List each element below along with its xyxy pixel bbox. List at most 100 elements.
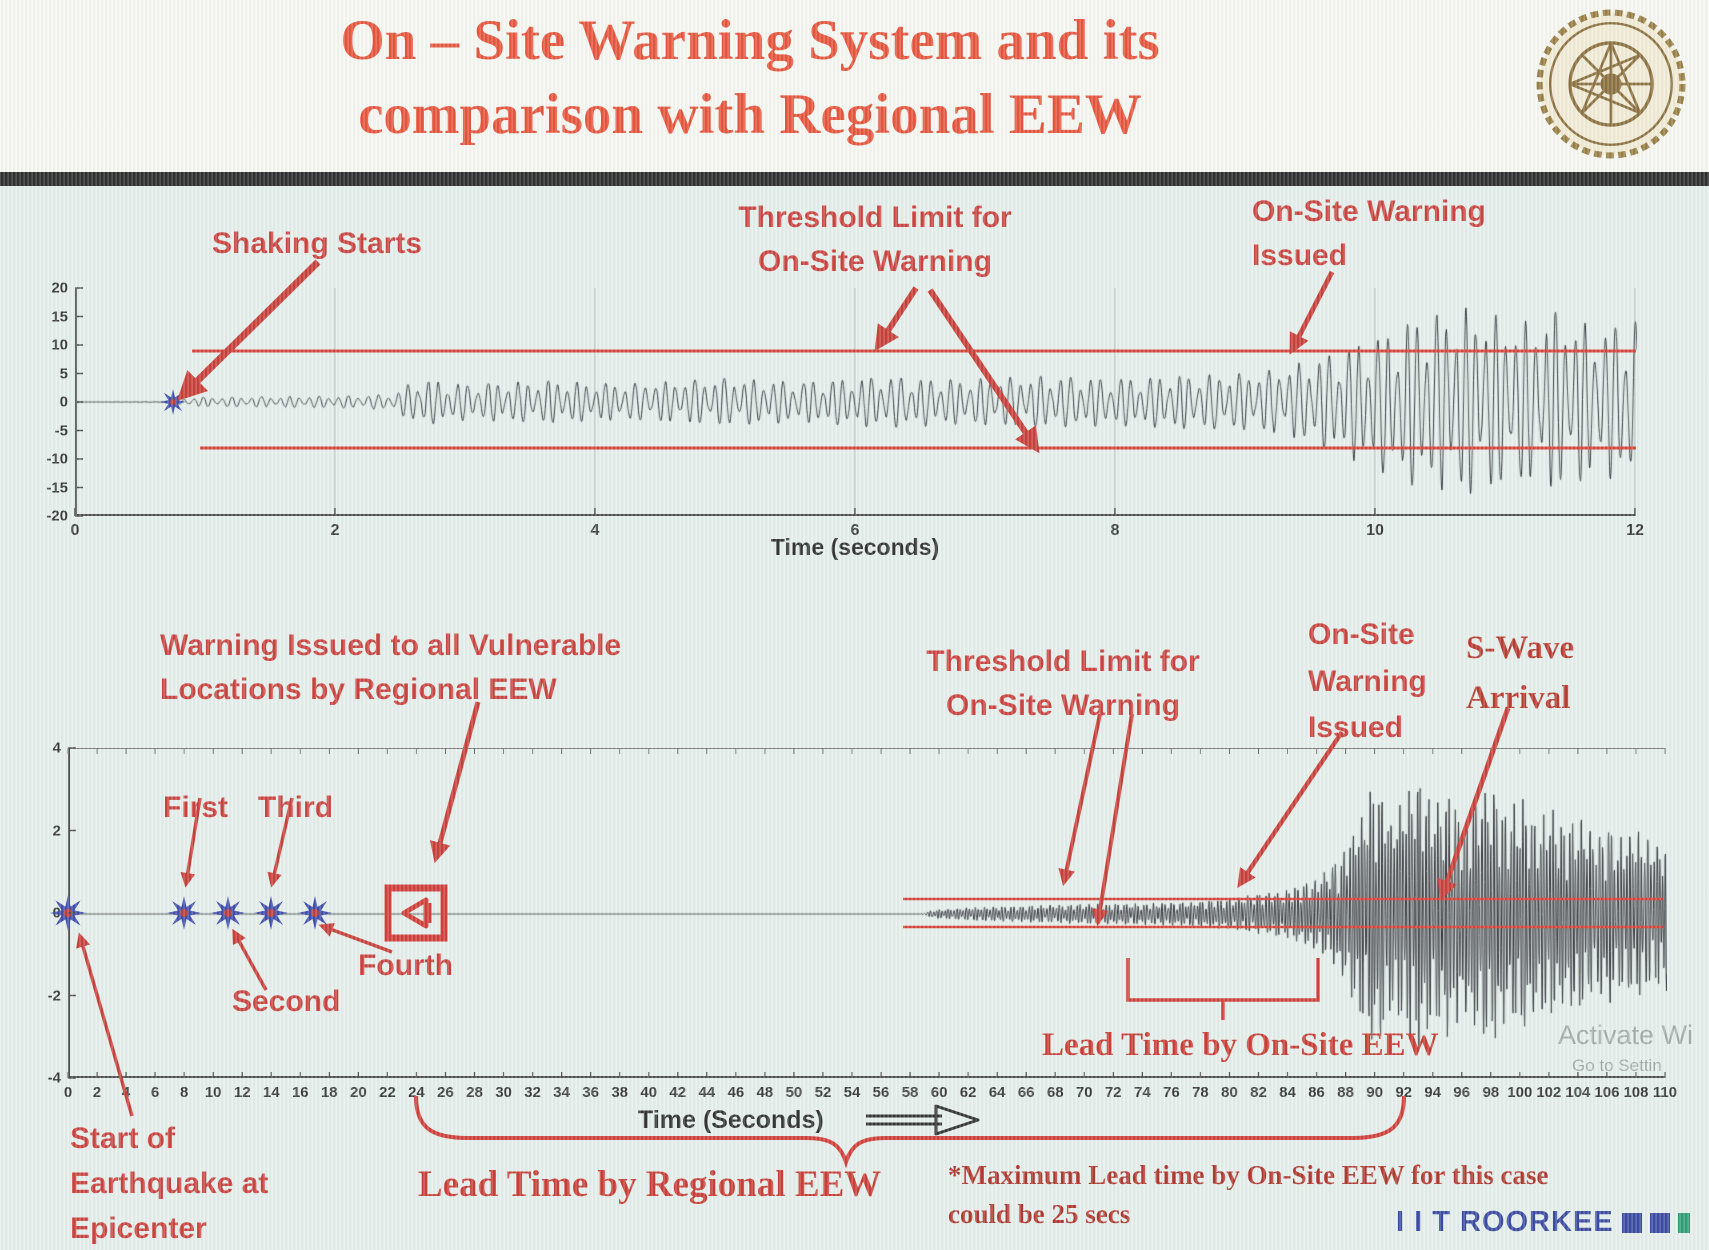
x-tick-label: 44 (698, 1084, 716, 1101)
x-tick-label: 32 (524, 1084, 541, 1101)
x-tick-label: 6 (850, 522, 860, 539)
x-tick-label: 100 (1507, 1084, 1533, 1101)
slide-title: On – Site Warning System and its compari… (110, 4, 1390, 152)
brand-square-green-icon (1677, 1212, 1690, 1233)
x-tick-label: 24 (408, 1084, 425, 1101)
top-warning-issued-line1: On-Site Warning (1252, 195, 1486, 228)
x-tick-label: 70 (1075, 1084, 1093, 1101)
x-tick-label: 56 (872, 1084, 890, 1101)
x-tick-label: 82 (1250, 1084, 1267, 1101)
x-tick-label: 102 (1536, 1084, 1562, 1101)
epicenter-start-line3: Epicenter (70, 1212, 207, 1245)
x-tick-label: 2 (92, 1084, 102, 1101)
x-tick-label: 36 (582, 1084, 599, 1101)
top-threshold-label: Threshold Limit for On-Site Warning (720, 196, 1030, 283)
lead-time-regional-brace (414, 1095, 1406, 1169)
lead-time-onsite-label: Lead Time by On-Site EEW (1042, 1027, 1439, 1063)
x-tick-label: 60 (930, 1084, 948, 1101)
iit-roorkee-wordmark: I I T ROORKEE (1396, 1206, 1690, 1239)
second-trigger-label: Second (232, 985, 341, 1018)
x-tick-label: 38 (611, 1084, 629, 1101)
x-tick-label: 12 (233, 1084, 251, 1101)
brand-text: I I T ROORKEE (1396, 1206, 1614, 1238)
x-tick-label: 8 (179, 1084, 189, 1101)
bottom-seismogram-canvas (70, 749, 1667, 1079)
bottom-threshold-label-line2: On-Site Warning (946, 688, 1180, 722)
x-tick-label: 106 (1594, 1084, 1620, 1101)
first-trigger-label: First (163, 791, 229, 824)
epicenter-start-label: Start of Earthquake at Epicenter (70, 1116, 268, 1250)
regional-eew-warning-icon (384, 884, 448, 942)
x-tick-label: 64 (988, 1084, 1006, 1101)
shaking-starts-label: Shaking Starts (212, 227, 423, 260)
time-axis-arrow-icon (866, 1104, 980, 1136)
x-tick-label: 62 (959, 1084, 977, 1101)
y-tick-label: 5 (59, 365, 68, 382)
x-tick-label: 110 (1652, 1084, 1678, 1101)
x-tick-label: 68 (1046, 1084, 1064, 1101)
third-trigger-label: Third (258, 791, 333, 824)
y-tick-label: -15 (46, 479, 68, 496)
y-tick-label: 0 (52, 904, 61, 922)
top-chart-plot (75, 288, 1637, 516)
x-tick-label: 48 (756, 1084, 774, 1101)
x-tick-label: 42 (669, 1084, 687, 1101)
top-warning-issued-line2: Issued (1252, 238, 1348, 272)
y-tick-label: 20 (51, 279, 68, 297)
x-tick-label: 8 (1110, 522, 1120, 539)
x-tick-label: 46 (727, 1084, 745, 1101)
lead-time-regional-label: Lead Time by Regional EEW (418, 1164, 882, 1205)
regional-warning-label: Warning Issued to all Vulnerable Locatio… (160, 624, 621, 711)
logo-wheel-spokes (1569, 42, 1653, 126)
x-tick-label: 10 (1366, 522, 1384, 539)
iit-roorkee-logo (1536, 9, 1686, 159)
top-chart-x-label: Time (seconds) (770, 534, 940, 560)
x-tick-label: 4 (590, 522, 600, 539)
top-threshold-label-line2: On-Site Warning (758, 244, 992, 278)
s-wave-label-line2: Arrival (1466, 679, 1571, 716)
y-tick-label: 0 (59, 393, 68, 411)
x-tick-label: 16 (291, 1084, 309, 1101)
slide-title-line2: comparison with Regional EEW (358, 83, 1142, 147)
x-tick-label: 84 (1279, 1084, 1296, 1101)
x-tick-label: 26 (437, 1084, 454, 1101)
regional-warning-line2: Locations by Regional EEW (160, 672, 557, 706)
y-tick-label: 2 (52, 822, 61, 839)
x-tick-label: 4 (121, 1084, 131, 1101)
x-tick-label: 30 (495, 1084, 512, 1101)
activate-windows-watermark: Activate Wi (1558, 1020, 1694, 1050)
y-tick-label: -20 (46, 507, 68, 525)
max-lead-time-note-line2: could be 25 secs (948, 1199, 1131, 1230)
x-tick-label: 78 (1192, 1084, 1209, 1101)
bottom-warning-issued-line3: Issued (1308, 711, 1404, 744)
bottom-warning-issued-line1: On-Site (1308, 618, 1415, 651)
x-tick-label: 34 (553, 1084, 570, 1101)
x-tick-label: 20 (350, 1084, 367, 1101)
x-tick-label: 12 (1626, 522, 1644, 539)
top-threshold-label-line1: Threshold Limit for (738, 201, 1012, 234)
x-tick-label: 80 (1221, 1084, 1238, 1101)
x-tick-label: 98 (1482, 1084, 1500, 1101)
x-tick-label: 88 (1337, 1084, 1354, 1101)
x-tick-label: 6 (150, 1084, 160, 1101)
y-tick-label: 4 (52, 739, 61, 757)
x-tick-label: 90 (1366, 1084, 1383, 1101)
x-tick-label: 94 (1424, 1084, 1442, 1101)
y-tick-label: 15 (51, 308, 68, 325)
x-tick-label: 50 (785, 1084, 803, 1101)
bottom-threshold-label-line1: Threshold Limit for (926, 645, 1200, 678)
bottom-threshold-label: Threshold Limit for On-Site Warning (908, 640, 1218, 727)
y-tick-label: 10 (51, 336, 68, 354)
x-tick-label: 40 (640, 1084, 658, 1101)
slide-header: On – Site Warning System and its compari… (0, 0, 1709, 172)
x-tick-label: 10 (204, 1084, 222, 1101)
x-tick-label: 108 (1623, 1084, 1649, 1101)
x-tick-label: 66 (1017, 1084, 1035, 1101)
x-tick-label: 76 (1163, 1084, 1180, 1101)
x-tick-label: 72 (1104, 1084, 1122, 1101)
x-tick-label: 54 (843, 1084, 861, 1101)
x-tick-label: 86 (1308, 1084, 1325, 1101)
x-tick-label: 18 (320, 1084, 338, 1101)
fourth-trigger-label: Fourth (358, 949, 453, 982)
